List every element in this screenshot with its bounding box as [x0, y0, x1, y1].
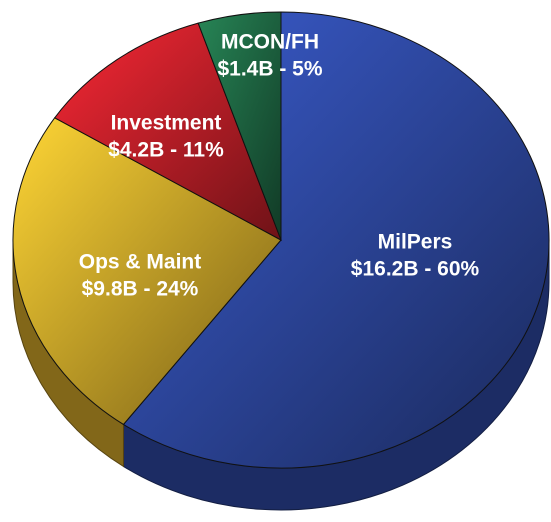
- slice-value-label: $16.2B - 60%: [351, 258, 480, 281]
- slice-value-label: $4.2B - 11%: [108, 139, 224, 162]
- pie-slice: [12, 117, 282, 426]
- slice-name: MilPers: [378, 231, 453, 254]
- slice-name: Ops & Maint: [79, 251, 202, 274]
- slice-value-label: $9.8B - 24%: [82, 278, 199, 301]
- labels: MilPers $16.2B - 60% Ops & Maint $9.8B - 24…: [79, 31, 480, 301]
- pie-slice: [197, 11, 282, 241]
- pie-slice: [122, 11, 550, 469]
- pie-tops: [12, 11, 550, 469]
- slice-name: MCON/FH: [221, 31, 319, 54]
- slice-value-label: $1.4B - 5%: [217, 58, 322, 81]
- pie-slice: [53, 22, 282, 242]
- slice-name: Investment: [111, 112, 222, 135]
